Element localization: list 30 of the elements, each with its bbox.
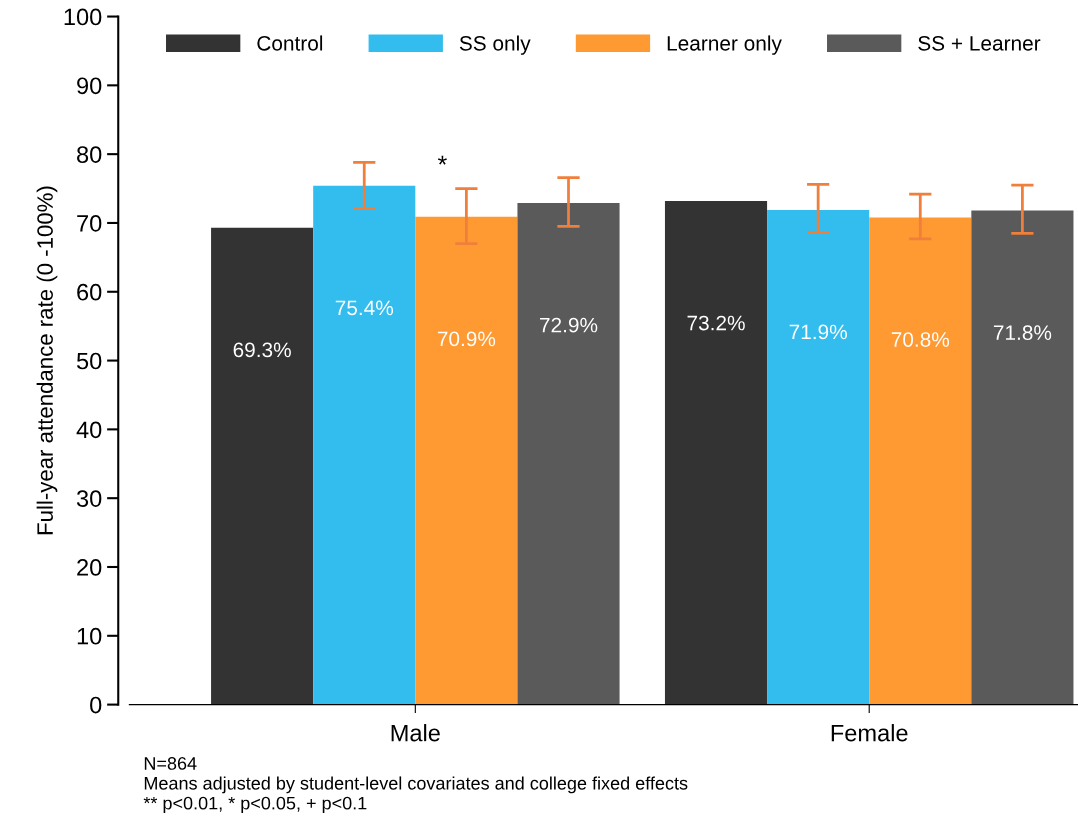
data-label: 72.9% — [540, 317, 598, 333]
y-tick-label: 90 — [77, 77, 102, 95]
y-tick-label: 80 — [77, 146, 102, 163]
legend-label: SS + Learner — [918, 35, 1041, 51]
data-label: 70.9% — [437, 331, 496, 347]
legend-label: Learner only — [667, 35, 782, 55]
y-tick-label: 50 — [76, 352, 102, 370]
y-axis-title: Full-year attendance rate (0 -100%) — [36, 186, 58, 535]
data-label: 71.8% — [993, 325, 1052, 341]
x-tick-label: Male — [391, 724, 440, 742]
text: N=864 — [144, 757, 197, 770]
y-tick-label: 30 — [76, 490, 102, 507]
data-label: 71.9% — [789, 324, 847, 340]
y-tick-label: 0 — [90, 696, 102, 714]
y-tick-label: 70 — [77, 215, 102, 232]
legend-label: SS only — [459, 35, 531, 55]
data-label: 70.8% — [891, 332, 950, 347]
y-tick-label: 40 — [76, 421, 102, 439]
data-label: 73.2% — [687, 315, 745, 331]
text: Means adjusted by student-level covariates and college fixed effects — [144, 776, 688, 794]
data-label: 75.4% — [335, 300, 394, 316]
y-tick-label: 20 — [77, 559, 102, 576]
y-tick-label: 60 — [77, 283, 102, 301]
y-tick-label: 100 — [64, 8, 102, 26]
x-tick-label: Female — [831, 724, 908, 742]
text: ** p<0.01, * p<0.05, + p<0.1 — [143, 796, 367, 814]
annotation: * — [437, 155, 447, 165]
y-tick-label: 10 — [77, 627, 102, 645]
legend-label: Control — [257, 35, 323, 51]
data-label: 69.3% — [233, 342, 291, 358]
